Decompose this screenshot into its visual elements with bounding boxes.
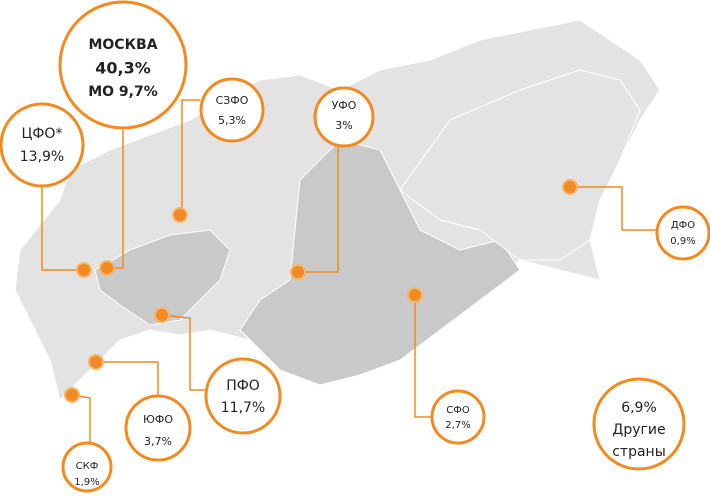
bubble [655,205,710,261]
region-share: 2,7% [445,420,470,431]
region-share: 5,3% [218,114,246,127]
location-dot [172,207,188,223]
ural-siberia-region [239,139,521,386]
region-name: ДФО [671,220,695,231]
bubble [124,394,192,462]
other-label: страны [612,444,666,460]
location-dot [407,287,423,303]
bubble [204,357,282,435]
bubble [0,102,85,188]
leader-line [570,186,656,231]
location-dot [154,307,170,323]
leader-line [96,361,159,395]
dots [64,179,578,403]
region-share: 40,3% [95,59,151,78]
far-east-region [399,69,641,261]
region-name: СКФ [76,461,99,472]
leader-line [181,99,200,215]
leader-line [41,187,84,271]
volga-region [94,229,231,326]
region-name: ЮФО [143,413,173,426]
bubble [61,441,113,493]
region-share: 3,7% [144,435,172,448]
region-name: ЦФО* [22,126,63,142]
region-name: СЗФО [216,94,249,107]
bubble [592,377,686,471]
location-dot [88,354,104,370]
region-share: 0,9% [670,236,695,247]
leader-line [414,295,431,418]
region-sub: МО 9,7% [88,84,158,100]
leader-line [298,147,339,273]
location-dot [562,179,578,195]
bubble [58,0,188,130]
leader-line [161,314,205,391]
bubble [313,86,375,148]
region-name: СФО [446,405,470,416]
bubble [430,389,486,445]
region-share: 11,7% [221,400,265,416]
location-dot [64,387,80,403]
region-share: 1,9% [74,477,99,488]
location-dot [290,264,306,280]
other-label: Другие [612,422,665,438]
bubble [199,77,265,143]
location-dot [76,262,92,278]
region-name: УФО [332,99,357,112]
location-dot [99,260,115,276]
region-name: ПФО [226,378,260,394]
region-share: 3% [335,119,352,132]
region-name: МОСКВА [88,37,157,53]
other-share: 6,9% [621,400,657,416]
region-share: 13,9% [20,149,64,165]
